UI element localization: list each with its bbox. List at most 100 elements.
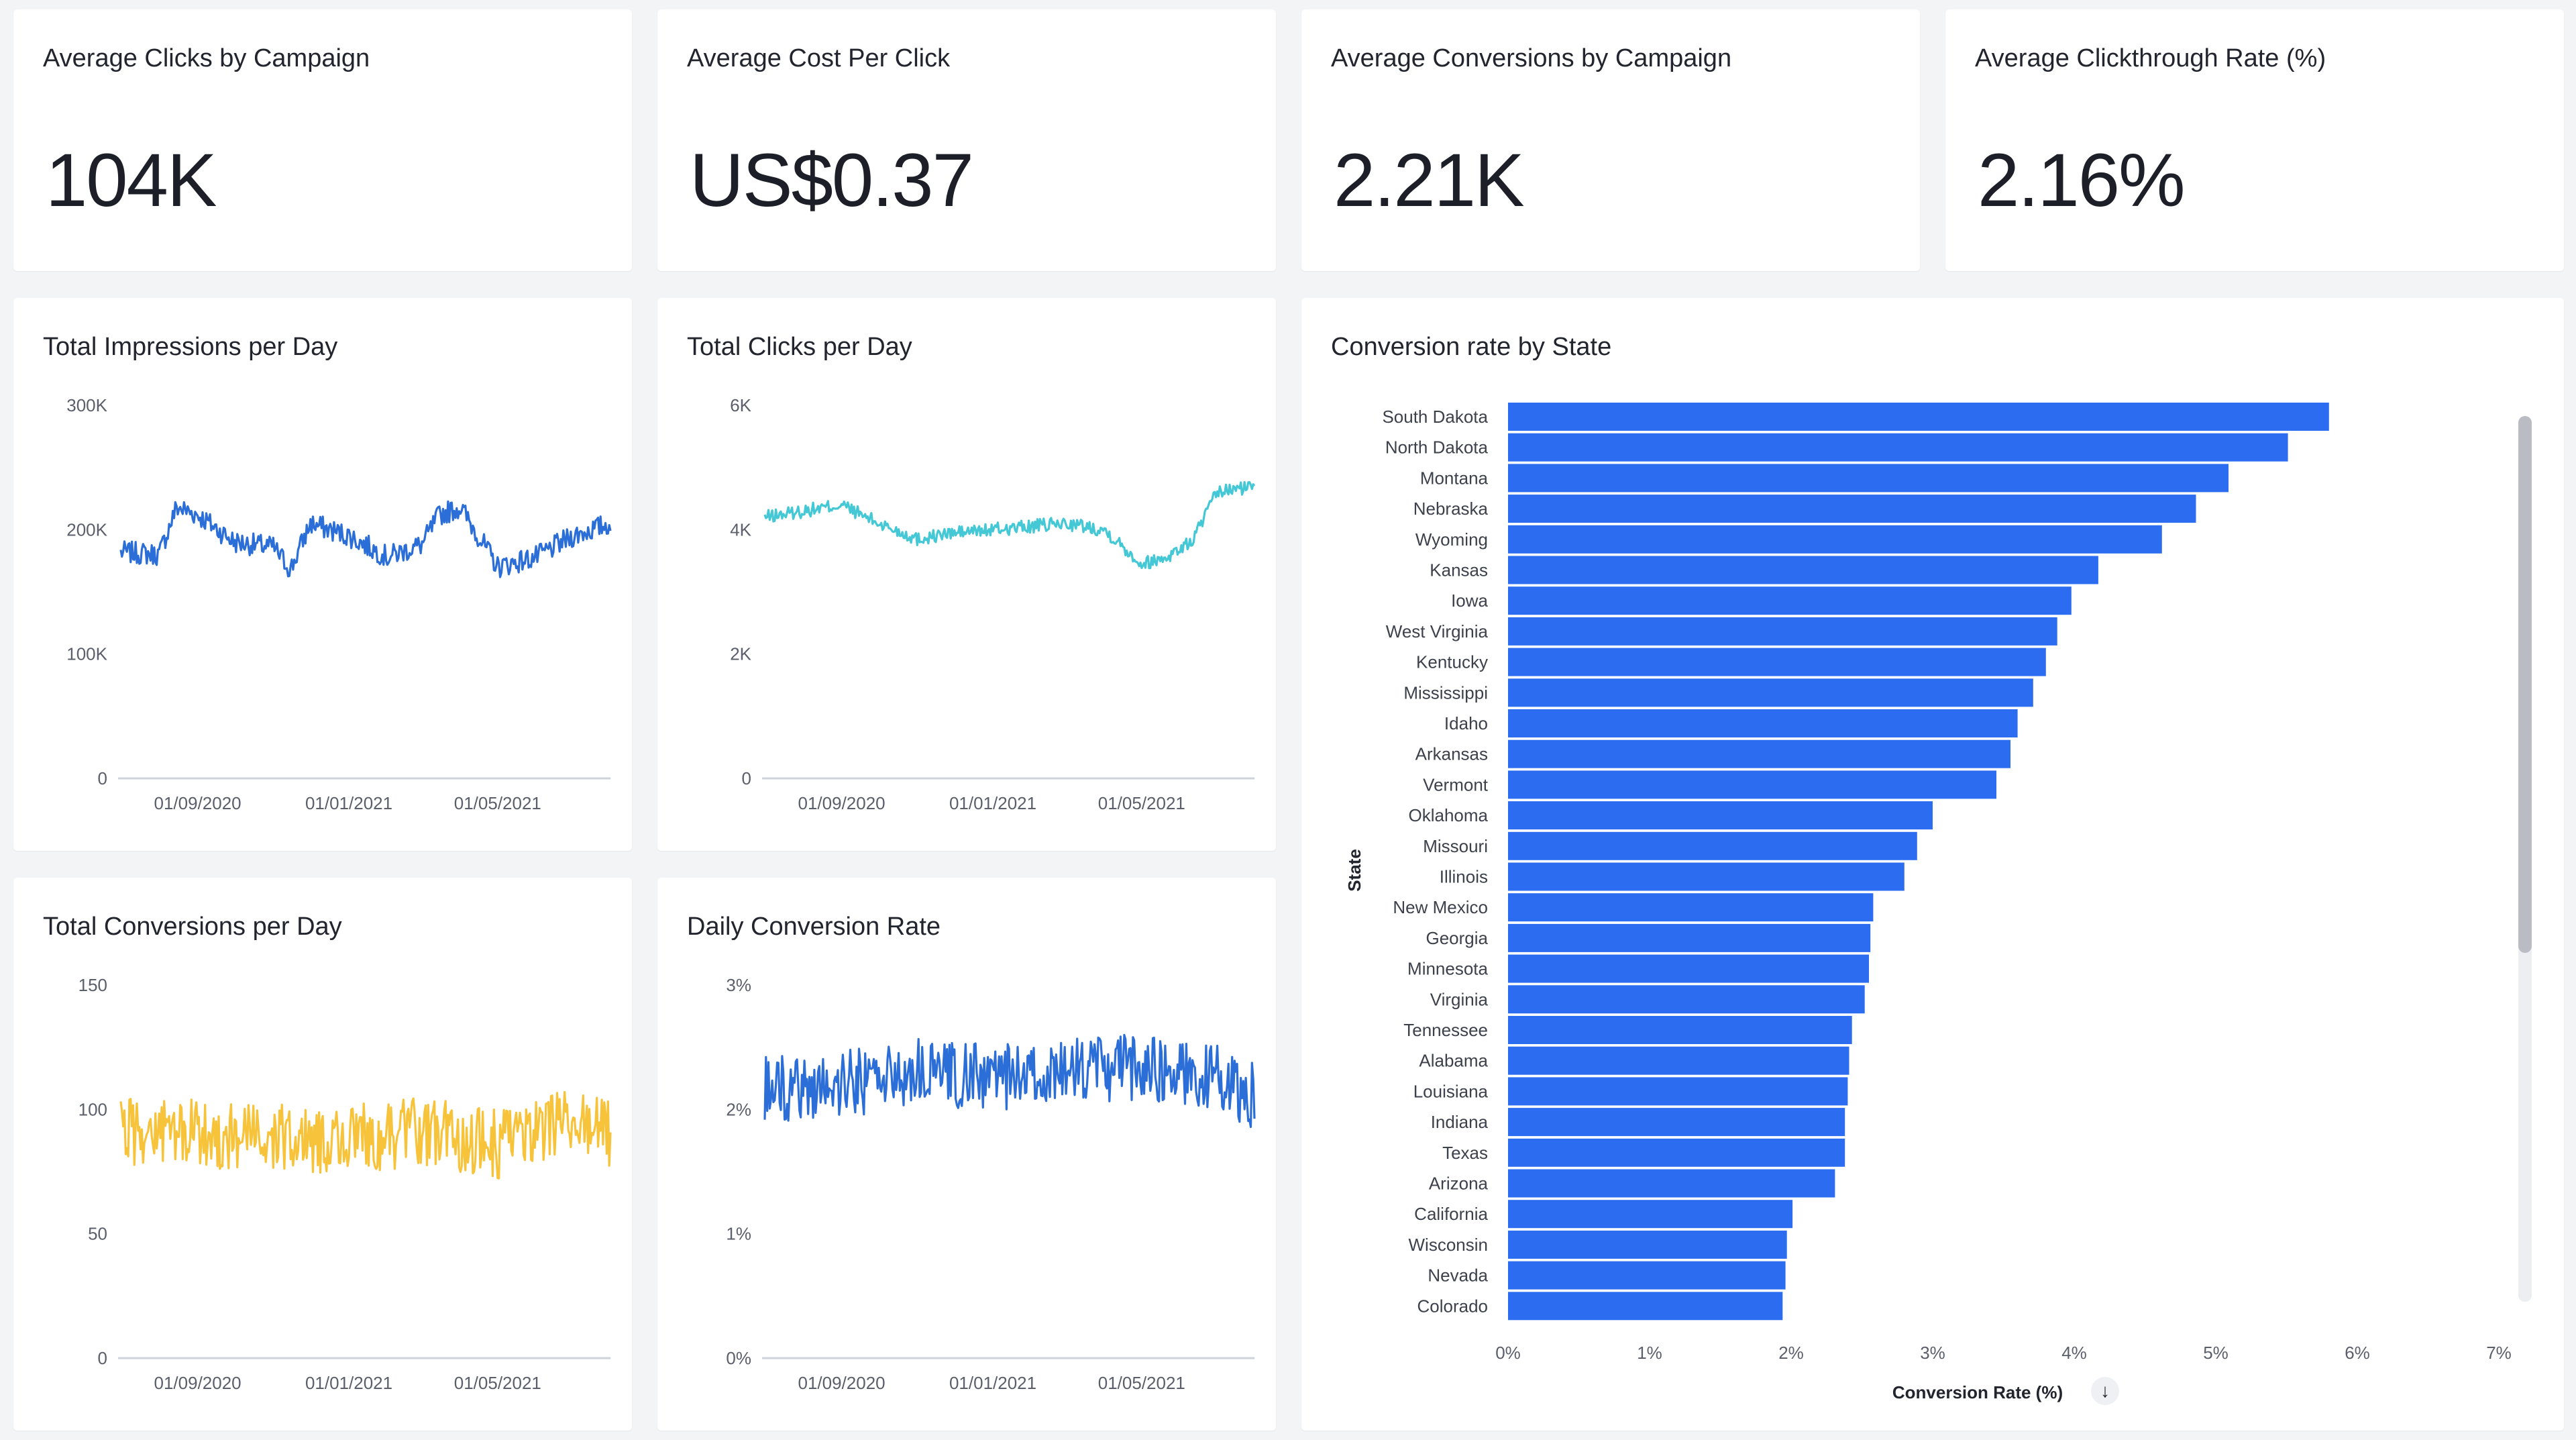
state-bar[interactable]	[1508, 556, 2098, 584]
x-tick-label: 1%	[1637, 1343, 1662, 1363]
state-bar[interactable]	[1508, 1261, 1786, 1290]
kpi-card-avg-ctr: Average Clickthrough Rate (%) 2.16%	[1945, 9, 2564, 271]
state-bar[interactable]	[1508, 678, 2033, 707]
state-label: Wisconsin	[1409, 1235, 1488, 1255]
state-label: Montana	[1420, 468, 1489, 488]
state-label: Missouri	[1423, 836, 1488, 856]
y-axis-title: State	[1344, 849, 1364, 892]
state-bar[interactable]	[1508, 1138, 1845, 1167]
state-bar[interactable]	[1508, 495, 2196, 523]
kpi-card-avg-conversions: Average Conversions by Campaign 2.21K	[1301, 9, 1920, 271]
kpi-value: 2.16%	[1978, 138, 2186, 222]
y-tick-label: 2%	[726, 1099, 751, 1119]
series-line[interactable]	[763, 1033, 1256, 1129]
state-label: New Mexico	[1393, 897, 1488, 917]
state-label: Colorado	[1417, 1296, 1488, 1316]
kpi-title: Average Conversions by Campaign	[1331, 44, 1732, 72]
state-bar[interactable]	[1508, 1108, 1845, 1137]
x-tick-label: 3%	[1920, 1343, 1945, 1363]
state-bar[interactable]	[1508, 985, 1865, 1014]
clicks-line-chart[interactable]: 0 2K 4K 6K 01/09/2020 01/01/2021 01/05/2021	[657, 298, 1276, 851]
state-label: Alabama	[1419, 1051, 1488, 1071]
chart-card-by-state: Conversion rate by State South Dakota Nor…	[1301, 298, 2564, 1431]
kpi-value: 2.21K	[1334, 138, 1525, 222]
chart-title: Total Clicks per Day	[687, 333, 912, 361]
y-tick-label: 4K	[730, 519, 751, 539]
conversions-line-chart[interactable]: 0 50 100 150 01/09/2020 01/01/2021 01/05/2021	[13, 878, 632, 1431]
y-tick-label: 0	[742, 768, 751, 788]
kpi-title: Average Clickthrough Rate (%)	[1975, 44, 2326, 72]
state-bar[interactable]	[1508, 464, 2229, 493]
state-bar[interactable]	[1508, 831, 1917, 860]
series-line[interactable]	[763, 480, 1256, 570]
chart-scrollbar[interactable]	[2518, 416, 2532, 1302]
state-bar[interactable]	[1508, 893, 1874, 922]
chart-card-conversions: Total Conversions per Day 0 50 100 150 01/09…	[13, 878, 632, 1431]
kpi-value: US$0.37	[690, 138, 974, 222]
chart-title: Total Conversions per Day	[43, 913, 342, 941]
state-label: Kansas	[1430, 560, 1488, 580]
x-tick-label: 5%	[2203, 1343, 2229, 1363]
scrollbar-thumb[interactable]	[2518, 416, 2532, 953]
state-label: Iowa	[1451, 590, 1488, 611]
x-tick-label: 01/09/2020	[154, 1373, 241, 1393]
y-tick-label: 100	[78, 1099, 107, 1119]
x-tick-label: 6%	[2345, 1343, 2370, 1363]
x-tick-label: 01/09/2020	[154, 793, 241, 813]
state-bar[interactable]	[1508, 1292, 1783, 1321]
state-bar[interactable]	[1508, 586, 2072, 615]
x-tick-label: 0%	[1495, 1343, 1521, 1363]
state-label: Illinois	[1440, 867, 1488, 887]
x-tick-label: 01/01/2021	[305, 793, 392, 813]
state-bar[interactable]	[1508, 1077, 1848, 1106]
series-line[interactable]	[119, 1090, 612, 1180]
state-label: Arizona	[1429, 1174, 1489, 1194]
kpi-value: 104K	[46, 138, 217, 222]
state-bar[interactable]	[1508, 1200, 1793, 1229]
state-bar[interactable]	[1508, 1169, 1835, 1198]
x-tick-label: 01/01/2021	[949, 793, 1036, 813]
impressions-line-chart[interactable]: 0 100K 200K 300K 01/09/2020 01/01/2021 01/05/2…	[13, 298, 632, 851]
state-label: Mississippi	[1403, 682, 1488, 703]
state-label: Nevada	[1428, 1266, 1488, 1286]
kpi-card-avg-clicks: Average Clicks by Campaign 104K	[13, 9, 632, 271]
x-tick-label: 01/05/2021	[1098, 1373, 1185, 1393]
sort-descending-icon[interactable]: ↓	[2091, 1377, 2119, 1405]
series-line[interactable]	[119, 500, 612, 578]
state-label: Texas	[1442, 1143, 1488, 1163]
y-tick-label: 2K	[730, 644, 751, 664]
state-bar[interactable]	[1508, 433, 2288, 462]
y-tick-label: 1%	[726, 1224, 751, 1244]
x-tick-label: 2%	[1778, 1343, 1804, 1363]
state-bar[interactable]	[1508, 525, 2162, 554]
state-label: Wyoming	[1415, 529, 1488, 550]
state-bar[interactable]	[1508, 709, 2018, 737]
chart-title: Total Impressions per Day	[43, 333, 338, 361]
state-bar[interactable]	[1508, 923, 1871, 952]
state-bar[interactable]	[1508, 617, 2057, 646]
state-label: Tennessee	[1403, 1020, 1488, 1040]
state-bar[interactable]	[1508, 1230, 1787, 1259]
x-tick-label: 01/01/2021	[949, 1373, 1036, 1393]
state-label: Arkansas	[1415, 744, 1488, 764]
chart-title: Daily Conversion Rate	[687, 913, 941, 941]
state-bar[interactable]	[1508, 739, 2010, 768]
kpi-title: Average Cost Per Click	[687, 44, 951, 72]
state-label: Nebraska	[1413, 499, 1489, 519]
conversion-rate-line-chart[interactable]: 0% 1% 2% 3% 01/09/2020 01/01/2021 01/05/2021	[657, 878, 1276, 1431]
state-bar[interactable]	[1508, 648, 2046, 676]
state-bar[interactable]	[1508, 862, 1904, 891]
y-tick-label: 50	[88, 1224, 107, 1244]
state-bar[interactable]	[1508, 403, 2329, 431]
y-tick-label: 3%	[726, 975, 751, 995]
state-bar[interactable]	[1508, 1046, 1849, 1075]
kpi-title: Average Clicks by Campaign	[43, 44, 370, 72]
state-label: California	[1414, 1204, 1488, 1224]
state-bar[interactable]	[1508, 770, 1996, 799]
state-bar[interactable]	[1508, 1016, 1852, 1044]
state-label: Virginia	[1430, 989, 1489, 1009]
state-bar[interactable]	[1508, 954, 1869, 983]
x-tick-label: 01/01/2021	[305, 1373, 392, 1393]
state-bar[interactable]	[1508, 801, 1933, 830]
state-bar-chart[interactable]: South Dakota North Dakota Montana Nebraska W…	[1301, 298, 2564, 1431]
